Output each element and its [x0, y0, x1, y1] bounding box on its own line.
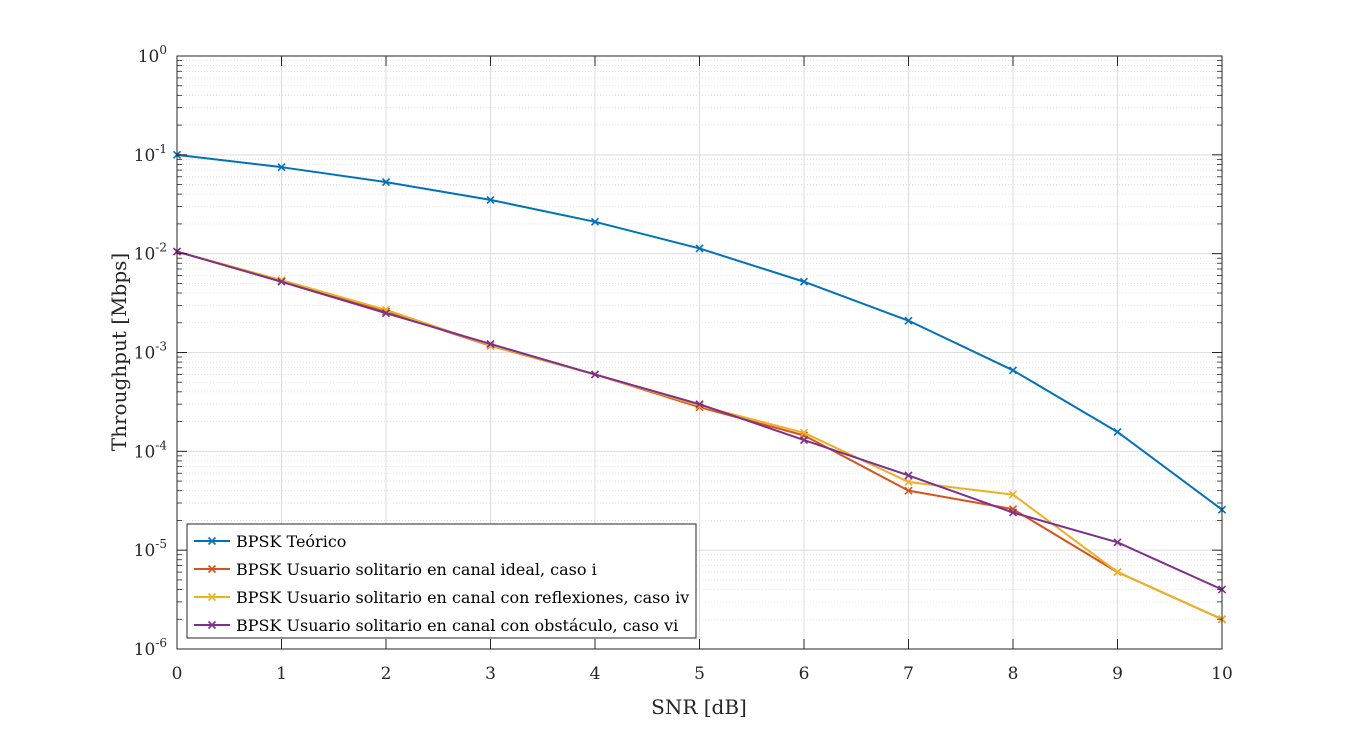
y-tick-base: 10 — [134, 541, 156, 561]
data-point — [1113, 568, 1122, 577]
y-axis-label: Throughput [Mbps] — [107, 253, 131, 451]
y-tick-exponent: 0 — [159, 43, 167, 57]
y-tick-base: 10 — [134, 146, 156, 166]
series-3 — [172, 247, 1227, 594]
data-point — [799, 428, 809, 437]
x-tick-label: 8 — [1008, 664, 1019, 684]
data-point — [590, 217, 600, 226]
y-tick-base: 10 — [134, 245, 156, 265]
y-tick-label: 10-1 — [134, 142, 167, 166]
data-point — [1008, 366, 1018, 375]
y-tick-base: 10 — [134, 442, 156, 462]
y-tick-exponent: -1 — [155, 142, 167, 156]
y-tick-base: 10 — [134, 344, 156, 364]
y-tick-exponent: -5 — [155, 537, 167, 551]
data-point — [277, 277, 286, 286]
data-point — [1008, 490, 1018, 499]
data-point — [1113, 538, 1122, 547]
data-point — [695, 244, 704, 253]
x-axis-label: SNR [dB] — [651, 695, 747, 719]
y-tick-label: 10-2 — [134, 241, 167, 265]
legend-entry-2: BPSK Usuario solitario en canal con refl… — [194, 588, 689, 607]
y-tick-label: 10-6 — [134, 636, 167, 660]
x-tick-label: 0 — [172, 664, 183, 684]
data-point — [799, 436, 809, 445]
y-tick-label: 10-4 — [134, 438, 168, 462]
legend-label: BPSK Usuario solitario en canal ideal, c… — [236, 560, 597, 579]
x-tick-label: 1 — [276, 664, 287, 684]
data-point — [904, 486, 913, 495]
y-tick-exponent: -2 — [155, 241, 167, 255]
y-tick-exponent: -4 — [155, 438, 167, 452]
legend-marker — [207, 564, 217, 574]
x-tick-label: 5 — [694, 664, 705, 684]
data-point — [904, 471, 913, 480]
data-point — [799, 277, 809, 286]
tick-marks — [176, 55, 1223, 650]
data-point — [486, 339, 495, 349]
legend-label: BPSK Usuario solitario en canal con refl… — [236, 588, 689, 607]
x-tick-label: 7 — [903, 664, 914, 684]
data-point — [695, 400, 704, 409]
legend-marker — [207, 620, 217, 630]
series-layer — [172, 150, 1227, 624]
x-tick-label: 9 — [1112, 664, 1123, 684]
data-point — [1113, 427, 1122, 437]
x-tick-label: 4 — [590, 664, 601, 684]
legend-entry-3: BPSK Usuario solitario en canal con obst… — [194, 616, 678, 635]
x-tick-label: 6 — [799, 664, 810, 684]
x-tick-label: 10 — [1211, 664, 1233, 684]
y-tick-exponent: -3 — [155, 340, 167, 354]
y-tick-label: 100 — [138, 43, 167, 67]
data-point — [590, 370, 600, 379]
legend-label: BPSK Teórico — [236, 532, 346, 551]
data-point — [277, 163, 286, 172]
legend-entry-0: BPSK Teórico — [194, 532, 346, 551]
data-point — [486, 195, 495, 204]
data-point — [381, 309, 391, 318]
legend-box — [186, 523, 697, 639]
legend: BPSK Teórico BPSK Usuario solitario en ca… — [186, 523, 697, 639]
y-tick-label: 10-5 — [134, 537, 167, 561]
legend-entry-1: BPSK Usuario solitario en canal ideal, c… — [194, 560, 597, 579]
y-tick-base: 10 — [134, 640, 156, 660]
x-tick-label: 3 — [485, 664, 496, 684]
y-tick-base: 10 — [138, 47, 160, 67]
data-point — [904, 477, 913, 487]
data-point — [904, 316, 913, 325]
y-tick-label: 10-3 — [134, 340, 167, 364]
data-point — [1008, 508, 1018, 517]
legend-label: BPSK Usuario solitario en canal con obst… — [236, 616, 678, 635]
y-tick-exponent: -6 — [155, 636, 167, 650]
x-tick-label: 2 — [381, 664, 392, 684]
legend-marker — [207, 592, 217, 602]
legend-marker — [207, 536, 217, 546]
data-point — [381, 178, 391, 187]
x-tick-labels: 0 1 2 3 4 5 6 7 8 9 10 — [172, 664, 1233, 684]
